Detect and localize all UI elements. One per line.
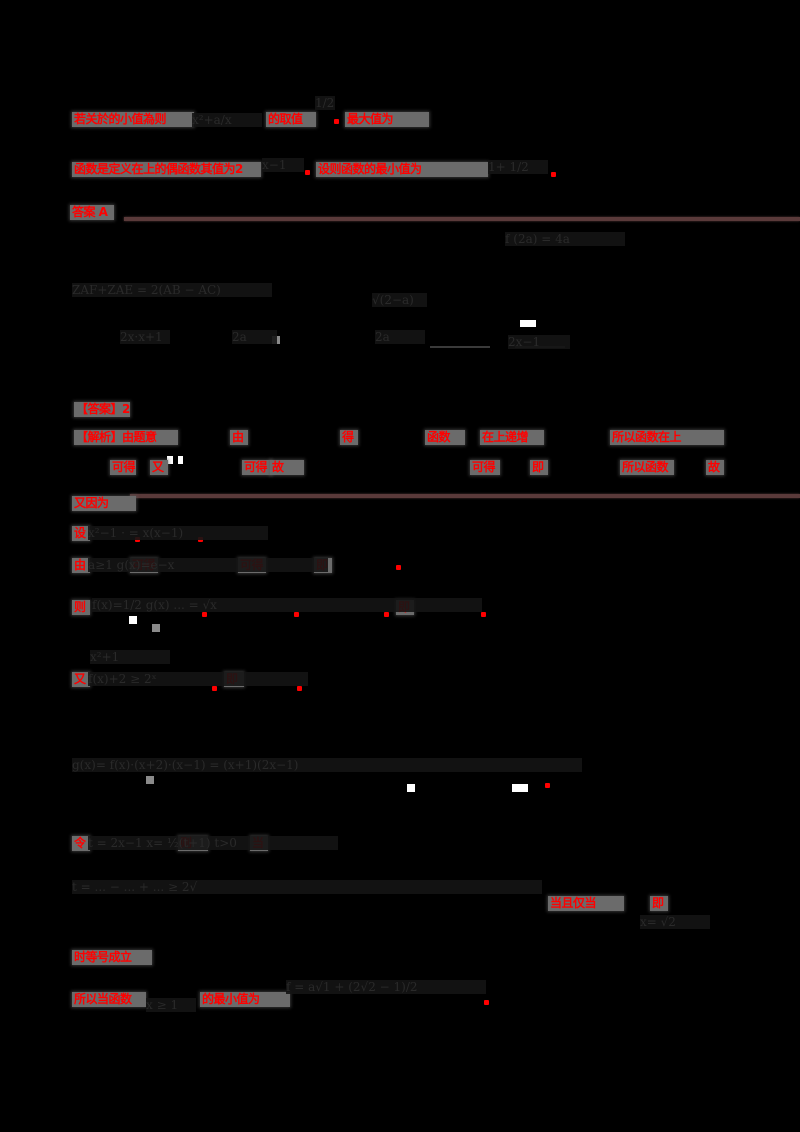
- highlighted-text-analysis-line3: 又因为: [72, 496, 136, 511]
- period-mark: [481, 612, 486, 617]
- period-mark: [212, 686, 217, 691]
- highlighted-text-final-b: 的最小值为: [200, 992, 290, 1007]
- period-mark: [202, 612, 207, 617]
- highlighted-text-analysis-line2-e: 可得: [470, 460, 500, 475]
- formula-f12: x²−1 · = x(x−1): [88, 526, 268, 540]
- period-mark: [334, 119, 339, 124]
- formula-f6: ZAF+ZAE = 2(AB − AC): [72, 283, 272, 297]
- period-mark: [294, 612, 299, 617]
- formula-f17: g(x)= f(x)·(x+2)·(x−1) = (x+1)(2x−1): [72, 758, 582, 772]
- formula-f1: x²+a/x: [192, 113, 262, 127]
- formula-f5: f (2a) = 4a: [505, 232, 625, 246]
- formula-f19: t = ... − ... + ... ≥ 2√: [72, 880, 542, 894]
- artifact-block: [520, 320, 536, 327]
- formula-f7: √(2−a): [372, 293, 427, 307]
- formula-f18: t = 2x−1 x= ½(t+1) t>0: [88, 836, 338, 850]
- formula-f11: 2x−1: [508, 335, 570, 349]
- formula-f3: x−1: [262, 158, 304, 172]
- formula-f22: f = a√1 + (2√2 − 1)/2: [286, 980, 486, 994]
- highlighted-text-analysis-line1-d: 函数: [425, 430, 465, 445]
- highlighted-text-q-line1-c: 最大值为: [345, 112, 429, 127]
- highlighted-text-analysis-line1-f: 所以函数在上: [610, 430, 724, 445]
- highlighted-text-analysis-line2-d: 故: [270, 460, 304, 475]
- highlighted-text-analysis-line1: 【解析】由题意: [74, 430, 178, 445]
- artifact-block: [146, 776, 154, 784]
- highlighted-text-analysis-line1-b: 由: [230, 430, 248, 445]
- formula-f14: f(x)=1/2 g(x) ... = √x: [92, 598, 482, 612]
- highlighted-text-q-line2-a: 函数是定义在上的偶函数其值为2: [72, 162, 261, 177]
- formula-f9: 2a: [232, 330, 277, 344]
- artifact-block: [407, 784, 415, 792]
- period-mark: [545, 783, 550, 788]
- formula-f15: x²+1: [90, 650, 170, 664]
- highlighted-text-analysis-line2-c: 可得: [242, 460, 272, 475]
- period-mark: [384, 612, 389, 617]
- highlighted-text-equality-label: 时等号成立: [72, 950, 152, 965]
- highlighted-text-q-line2-b: 设则函数的最小值为: [316, 162, 488, 177]
- formula-f20: x= √2: [640, 915, 710, 929]
- highlighted-text-step-4: 又: [72, 672, 90, 687]
- highlighted-text-conclusion-inline-b: 即: [650, 896, 668, 911]
- highlighted-text-q-line1-a: 若关於的小值為则: [72, 112, 194, 127]
- highlighted-text-step-2: 由: [72, 558, 90, 573]
- period-mark: [551, 172, 556, 177]
- highlighted-text-step-3: 则: [72, 600, 90, 615]
- formula-f10: 2a: [375, 330, 425, 344]
- section-divider: [124, 217, 800, 221]
- formula-f16: f(x)+2 ≥ 2ˣ: [88, 672, 308, 686]
- artifact-block: [129, 616, 137, 624]
- formula-f2: 1/2: [315, 96, 335, 110]
- formula-f13: a≥1 g(x)=e−x: [88, 558, 328, 572]
- period-mark: [305, 170, 310, 175]
- highlighted-text-analysis-line1-e: 在上递增: [480, 430, 544, 445]
- period-mark: [297, 686, 302, 691]
- highlighted-text-final-a: 所以当函数: [72, 992, 146, 1007]
- section-divider: [130, 494, 800, 498]
- highlighted-text-analysis-line2-b: 又: [150, 460, 168, 475]
- highlighted-text-step-5: 令: [72, 836, 90, 851]
- highlighted-text-answer-label-1: 答案 A: [70, 205, 114, 220]
- formula-f4: 1+ 1/2: [488, 160, 548, 174]
- highlighted-text-analysis-line2-g: 所以函数: [620, 460, 674, 475]
- highlighted-text-answer-label-2: 【答案】2: [74, 402, 130, 417]
- highlighted-text-conclusion-inline: 当且仅当: [548, 896, 624, 911]
- artifact-block: [167, 456, 173, 464]
- highlighted-text-q-line1-b: 的取值: [266, 112, 316, 127]
- highlighted-text-analysis-line2-h: 故: [706, 460, 724, 475]
- formula-f8: 2x·x+1: [120, 330, 170, 344]
- highlighted-text-step-1: 设: [72, 526, 90, 541]
- formula-f21: x ≥ 1: [146, 998, 196, 1012]
- artifact-block: [512, 784, 528, 792]
- artifact-block: [152, 624, 160, 632]
- highlighted-text-analysis-line2-a: 可得: [110, 460, 136, 475]
- period-mark: [396, 565, 401, 570]
- period-mark: [484, 1000, 489, 1005]
- artifact-block: [178, 456, 183, 464]
- highlighted-text-analysis-line2-f: 即: [530, 460, 548, 475]
- highlighted-text-analysis-line1-c: 得: [340, 430, 358, 445]
- fraction-bar: [430, 346, 490, 348]
